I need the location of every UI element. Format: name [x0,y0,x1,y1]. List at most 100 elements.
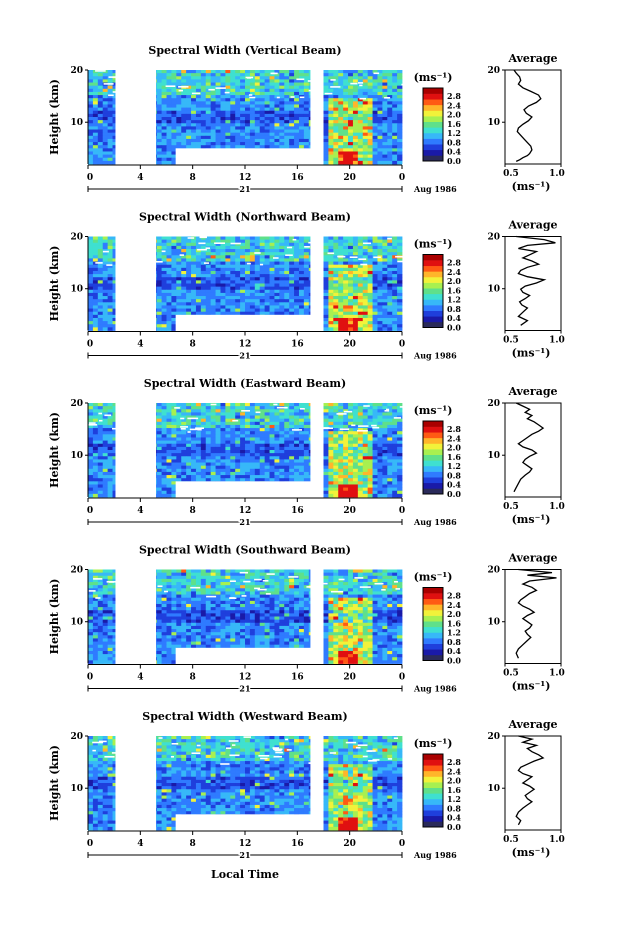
data-gap-speck [358,82,363,84]
heatmap-cell [279,309,284,313]
heatmap-cell [392,79,397,83]
heatmap-cell [98,444,103,448]
heatmap-cell [206,434,211,438]
heatmap-cell [299,268,304,272]
heatmap-cell [171,92,176,96]
heatmap-cell [265,108,270,112]
heatmap-cell [353,321,358,325]
heatmap-cell [206,70,211,74]
data-gap-speck [350,256,358,258]
heatmap-cell [348,151,353,155]
heatmap-cell [294,406,299,410]
heatmap-cell [108,126,113,130]
heatmap-cell [343,441,348,445]
heatmap-cell [235,428,240,432]
data-gap-speck [95,262,102,264]
heatmap-cell [230,120,235,124]
heatmap-cell [206,114,211,118]
heatmap-cell [196,437,201,441]
heatmap-cell [240,86,245,90]
heatmap-cell [176,145,181,149]
heatmap-cell [382,76,387,80]
heatmap-cell [220,237,225,241]
heatmap-cell [333,422,338,426]
heatmap-cell [235,437,240,441]
heatmap-cell [162,280,167,284]
heatmap-cell [363,318,368,322]
heatmap-cell [201,277,206,281]
heatmap-cell [338,431,343,435]
heatmap-cell [304,101,309,105]
heatmap-cell [176,79,181,83]
data-gap-speck [304,246,310,248]
heatmap-cell [368,111,373,115]
heatmap-cell [103,315,108,319]
heatmap-cell [245,120,250,124]
heatmap-cell [245,133,250,137]
heatmap-cell [191,120,196,124]
heatmap-cell [255,95,260,99]
heatmap-cell [397,155,402,159]
heatmap-cell [328,240,333,244]
heatmap-cell [211,299,216,303]
heatmap-cell [230,258,235,262]
heatmap-cell [98,409,103,413]
heatmap-cell [220,255,225,259]
heatmap-cell [328,145,333,149]
heatmap-cell [225,437,230,441]
heatmap-cell [230,136,235,140]
heatmap-cell [206,79,211,83]
heatmap-cell [93,284,98,288]
heatmap-cell [343,240,348,244]
heatmap-cell [186,258,191,262]
y-axis-label: Height (km) [48,79,61,155]
heatmap-cell [230,114,235,118]
heatmap-cell [191,139,196,143]
heatmap-cell [245,240,250,244]
heatmap-cell [157,302,162,306]
heatmap-cell [176,287,181,291]
heatmap-cell [162,123,167,127]
heatmap-cell [230,302,235,306]
heatmap-cell [88,83,93,87]
heatmap-cell [387,161,392,165]
heatmap-cell [353,142,358,146]
heatmap-cell [338,444,343,448]
heatmap-cell [260,305,265,309]
heatmap-cell [255,419,260,423]
heatmap-cell [103,419,108,423]
heatmap-cell [260,309,265,313]
heatmap-cell [363,139,368,143]
heatmap-cell [255,123,260,127]
heatmap-cell [324,158,329,162]
colorbar-swatch [423,283,443,289]
heatmap-cell [225,271,230,275]
heatmap-cell [279,431,284,435]
heatmap-cell [333,403,338,407]
heatmap-cell [171,299,176,303]
heatmap-cell [240,252,245,256]
heatmap-cell [206,422,211,426]
heatmap-cell [368,327,373,331]
heatmap-cell [191,108,196,112]
heatmap-cell [363,299,368,303]
heatmap-cell [289,305,294,309]
heatmap-cell [235,406,240,410]
heatmap-cell [216,249,221,253]
heatmap-cell [338,284,343,288]
heatmap-cell [338,95,343,99]
heatmap-cell [377,312,382,316]
heatmap-cell [368,293,373,297]
heatmap-cell [270,437,275,441]
heatmap-cell [162,324,167,328]
heatmap-cell [181,309,186,313]
heatmap-cell [363,274,368,278]
heatmap-cell [294,409,299,413]
heatmap-cell [230,145,235,149]
heatmap-cell [363,111,368,115]
heatmap-cell [363,142,368,146]
heatmap-cell [304,133,309,137]
heatmap-cell [338,70,343,74]
heatmap-cell [299,92,304,96]
heatmap-cell [284,114,289,118]
